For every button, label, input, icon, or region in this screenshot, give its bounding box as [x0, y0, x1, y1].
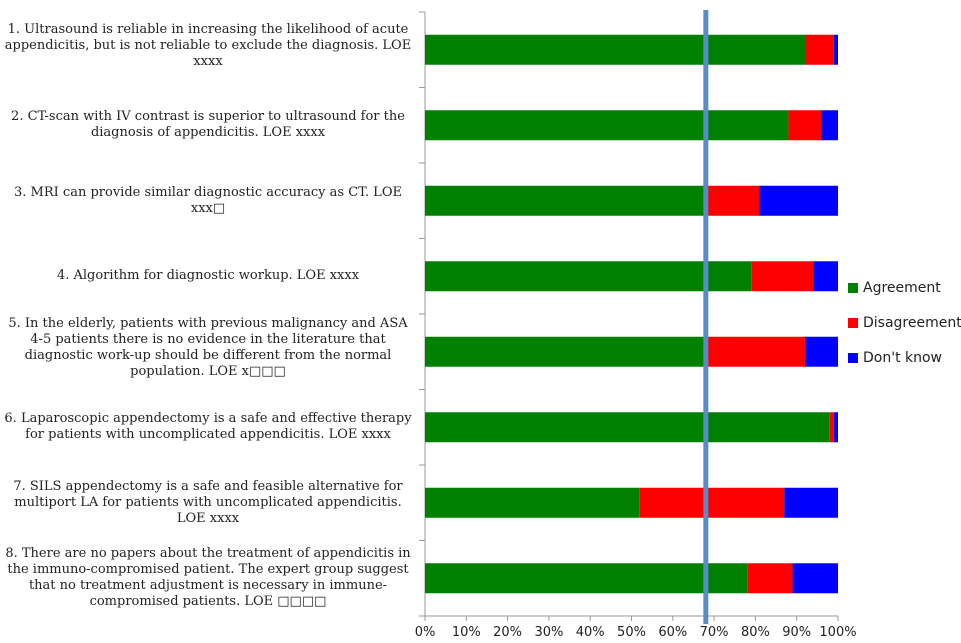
bar-segment-disagreement: [804, 34, 834, 65]
legend-swatch: [848, 318, 858, 328]
bar-segment-disagreement: [788, 110, 822, 141]
x-tick-label: 0%: [414, 625, 436, 640]
legend-swatch: [848, 283, 858, 293]
legend-swatch: [848, 353, 858, 363]
bar-segment-agreement: [425, 336, 706, 367]
bar-segment-disagreement: [705, 185, 760, 216]
legend-item: Agreement: [848, 280, 941, 296]
x-tick-label: 50%: [617, 625, 646, 640]
x-tick-label: 90%: [782, 625, 812, 640]
bar-segment-agreement: [425, 261, 752, 292]
category-label: 7. SILS appendectomy is a safe and feasi…: [13, 478, 403, 526]
bar-segment-don-t-know: [792, 563, 838, 594]
axes: [419, 11, 839, 621]
category-label: 3. MRI can provide similar diagnostic ac…: [14, 184, 402, 216]
bar-segment-don-t-know: [804, 336, 838, 367]
category-label: 4. Algorithm for diagnostic workup. LOE …: [56, 268, 360, 284]
category-label: 2. CT-scan with IV contrast is superior …: [11, 109, 405, 141]
bar-segment-disagreement: [829, 412, 834, 443]
x-tick-label: 60%: [658, 625, 688, 640]
bars: [425, 34, 838, 594]
x-tick-label: 70%: [699, 625, 729, 640]
x-tick-label: 30%: [534, 625, 564, 640]
bar-segment-disagreement: [705, 336, 805, 367]
bar-segment-don-t-know: [813, 261, 838, 292]
x-tick-label: 80%: [740, 625, 770, 640]
category-label: 5. In the elderly, patients with previou…: [8, 315, 408, 379]
legend-item: Don't know: [848, 350, 942, 366]
bar-segment-agreement: [425, 185, 706, 216]
x-tick-label: 40%: [575, 625, 605, 640]
bar-segment-don-t-know: [821, 110, 838, 141]
bar-segment-don-t-know: [833, 34, 838, 65]
bar-segment-agreement: [425, 412, 830, 443]
legend-label: Agreement: [863, 280, 941, 296]
legend-label: Disagreement: [863, 315, 961, 331]
category-label: 6. Laparoscopic appendectomy is a safe a…: [4, 411, 412, 443]
category-label: 8. There are no papers about the treatme…: [5, 546, 411, 610]
x-tick-label: 20%: [493, 625, 523, 640]
bar-segment-agreement: [425, 110, 789, 141]
x-tick-label: 100%: [819, 625, 857, 640]
bar-segment-don-t-know: [759, 185, 838, 216]
bar-segment-disagreement: [747, 563, 793, 594]
bar-segment-agreement: [425, 34, 805, 65]
bar-segment-agreement: [425, 487, 640, 518]
bar-segment-agreement: [425, 563, 748, 594]
bar-segment-disagreement: [639, 487, 785, 518]
bar-segment-don-t-know: [784, 487, 838, 518]
bar-segment-disagreement: [751, 261, 814, 292]
category-label: 1. Ultrasound is reliable in increasing …: [4, 21, 412, 69]
bar-segment-don-t-know: [833, 412, 838, 443]
legend-label: Don't know: [863, 350, 943, 366]
x-tick-label: 10%: [451, 625, 481, 640]
legend-item: Disagreement: [848, 315, 961, 331]
